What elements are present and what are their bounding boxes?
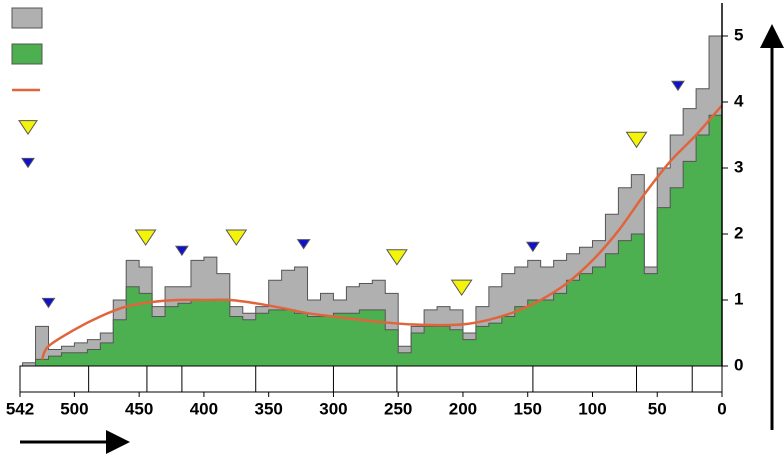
- legend-swatch: [18, 120, 38, 136]
- x-tick-label: 100: [578, 399, 606, 418]
- x-tick-label: 500: [60, 399, 88, 418]
- x-tick-label: 400: [190, 399, 218, 418]
- legend-swatch: [11, 43, 43, 65]
- fit-line: [40, 104, 723, 360]
- y-tick-label: 2: [734, 223, 743, 242]
- triangle-marker: [385, 249, 408, 266]
- triangle-marker: [134, 229, 157, 246]
- x-tick-label: 542: [6, 399, 34, 418]
- x-tick-label: 250: [384, 399, 412, 418]
- plot-area: [20, 9, 723, 367]
- y-tick-label: 0: [734, 355, 743, 374]
- triangle-marker: [671, 80, 685, 92]
- x-tick-label: 200: [449, 399, 477, 418]
- x-tick-label: 300: [319, 399, 347, 418]
- triangle-marker: [174, 245, 189, 257]
- y-tick-label: 4: [734, 91, 744, 110]
- triangle-marker: [41, 297, 56, 309]
- step-area: [20, 88, 723, 367]
- y-tick-label: 5: [734, 25, 743, 44]
- step-area: [20, 9, 723, 367]
- y-tick-label: 3: [734, 157, 743, 176]
- x-tick-label: 150: [514, 399, 542, 418]
- legend-swatch: [21, 157, 35, 169]
- y-tick-label: 1: [734, 289, 743, 308]
- x-tick-label: 350: [254, 399, 282, 418]
- triangle-marker: [296, 239, 311, 250]
- triangle-marker: [525, 241, 540, 253]
- legend-swatch: [11, 7, 43, 29]
- x-tick-label: 0: [717, 399, 726, 418]
- segment-strip: [19, 365, 723, 393]
- x-tick-label: 450: [125, 399, 153, 418]
- triangle-marker: [625, 131, 648, 149]
- triangle-marker: [450, 279, 473, 297]
- triangle-marker: [225, 229, 248, 246]
- x-tick-label: 50: [648, 399, 667, 418]
